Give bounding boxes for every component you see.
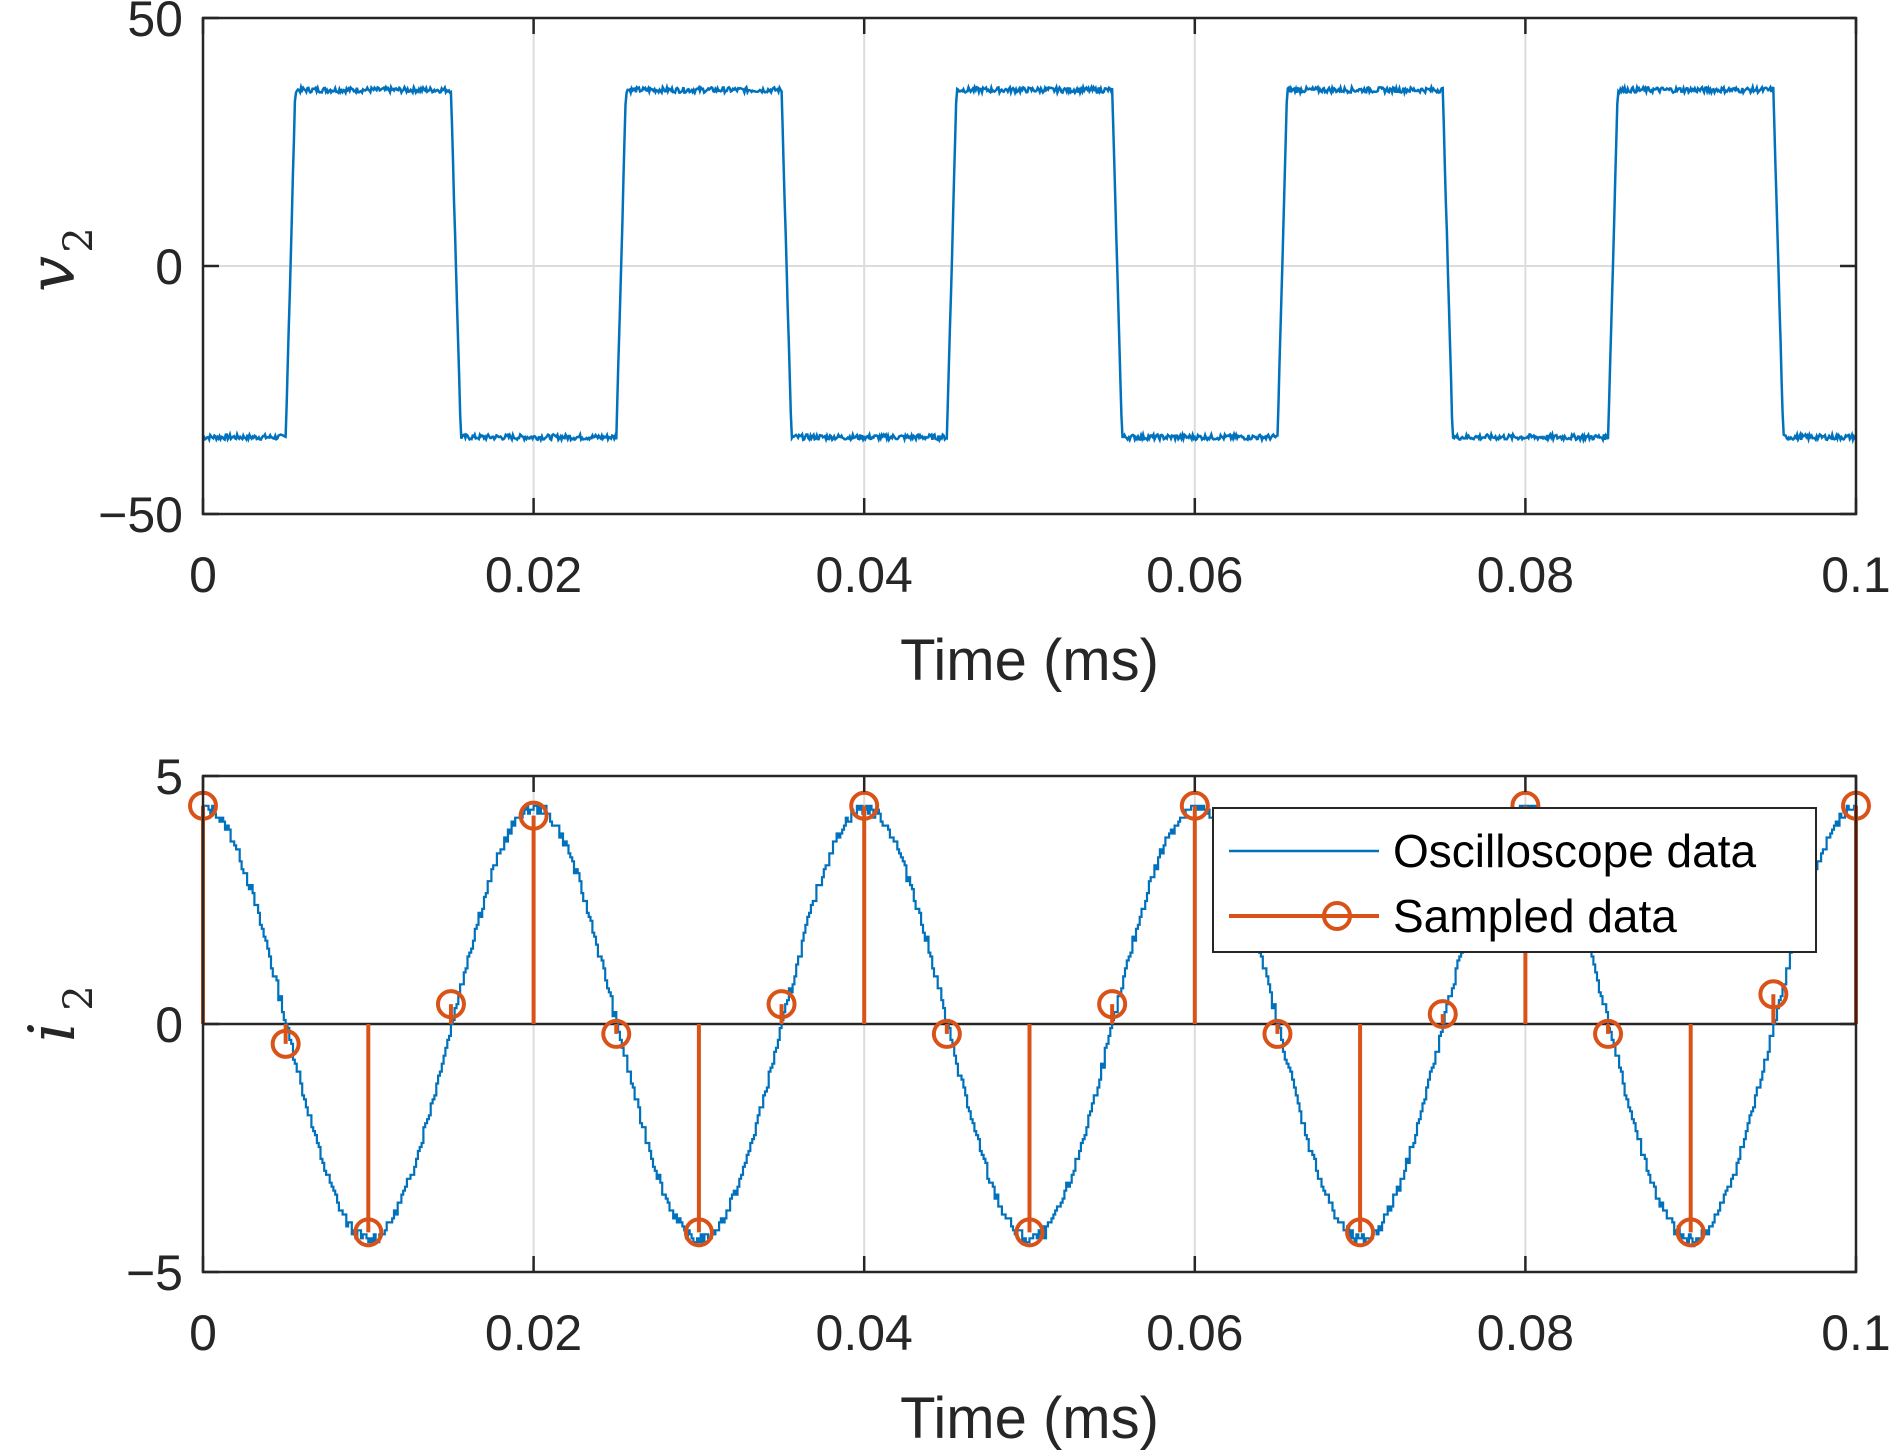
stem-marker (1345, 1217, 1376, 1248)
stem-marker (1262, 1018, 1293, 1049)
stem-marker (353, 1217, 384, 1248)
stem-marker (1593, 1018, 1624, 1049)
bottom-y-axis-label: i 2 (16, 985, 102, 1042)
legend-sampled-label: Sampled data (1393, 890, 1677, 942)
stem-marker (270, 1028, 301, 1059)
y-tick-label: 5 (155, 749, 183, 805)
x-tick-label: 0.08 (1477, 1305, 1574, 1361)
x-tick-label: 0.06 (1146, 547, 1243, 603)
stem-marker (1427, 999, 1458, 1030)
x-tick-label: 0.1 (1821, 1305, 1890, 1361)
stem-marker (601, 1018, 632, 1049)
legend-sampled-marker (1322, 901, 1352, 931)
stem-marker (1675, 1217, 1706, 1248)
y-tick-label: 50 (127, 0, 183, 47)
stem-marker (1758, 979, 1789, 1010)
square-wave-trace (202, 82, 1858, 445)
legend: Oscilloscope data Sampled data (1212, 807, 1817, 953)
x-tick-label: 0.1 (1821, 547, 1890, 603)
y-tick-label: 0 (155, 997, 183, 1053)
y-tick-label: 0 (155, 239, 183, 295)
top-x-axis-label: Time (ms) (900, 628, 1159, 693)
top-y-axis-label: v 2 (16, 227, 102, 292)
bottom-subplot: 0 0.02 0.04 0.06 0.08 0.150−5 Time (ms) i 2 O… (16, 749, 1890, 1451)
x-tick-label: 0.02 (485, 547, 582, 603)
stem-marker (1014, 1217, 1045, 1248)
bottom-y-axis-label-main: i (16, 1022, 90, 1042)
x-tick-label: 0.08 (1477, 547, 1574, 603)
stem-marker (1179, 790, 1210, 821)
bottom-ticks: 0 0.02 0.04 0.06 0.08 0.150−5 (126, 749, 1890, 1361)
bottom-y-axis-label-subscript: 2 (56, 985, 102, 1010)
stem-marker (518, 800, 549, 831)
x-tick-label: 0 (189, 547, 217, 603)
stem-marker (683, 1217, 714, 1248)
top-y-axis-label-main: v (16, 256, 90, 292)
top-grid (203, 18, 1856, 514)
x-tick-label: 0 (189, 1305, 217, 1361)
legend-box (1212, 807, 1817, 953)
y-tick-label: −50 (98, 487, 183, 543)
top-y-axis-label-subscript: 2 (56, 227, 102, 252)
legend-oscilloscope-label: Oscilloscope data (1393, 825, 1756, 877)
y-tick-label: −5 (126, 1245, 183, 1301)
top-plot-area (202, 82, 1858, 445)
x-tick-label: 0.04 (816, 1305, 913, 1361)
stem-marker (849, 790, 880, 821)
stem-marker (766, 989, 797, 1020)
x-tick-label: 0.04 (816, 547, 913, 603)
stem-marker (435, 989, 466, 1020)
bottom-x-axis-label: Time (ms) (900, 1386, 1159, 1451)
stem-marker (931, 1018, 962, 1049)
x-tick-label: 0.02 (485, 1305, 582, 1361)
stem-marker (1097, 989, 1128, 1020)
x-tick-label: 0.06 (1146, 1305, 1243, 1361)
